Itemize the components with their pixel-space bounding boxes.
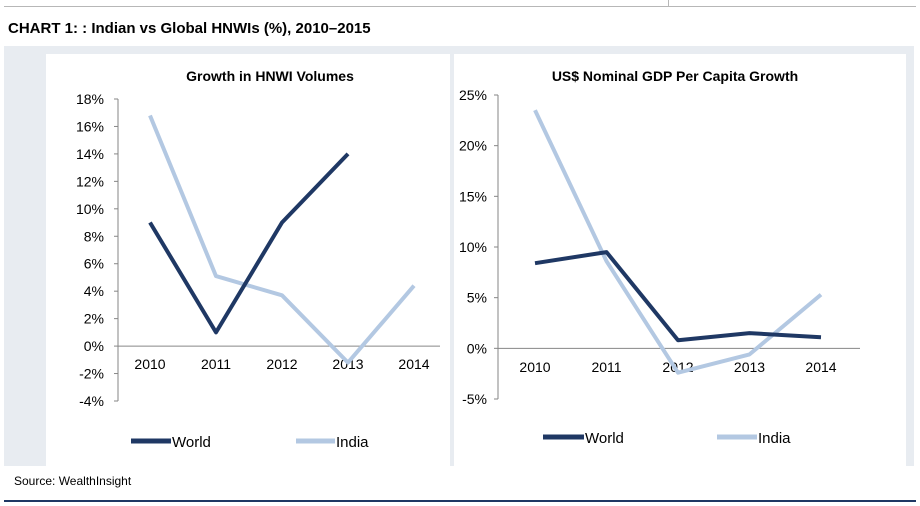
hnwi-x-tick-label: 2010	[134, 356, 165, 372]
hnwi-x-tick-label: 2012	[266, 356, 297, 372]
hnwi-y-tick-label: 0%	[84, 338, 104, 354]
hnwi-legend-india-label: India	[336, 434, 369, 451]
hnwi-y-tick-label: 4%	[84, 283, 104, 299]
bottom-rule	[4, 500, 916, 502]
source-note: Source: WealthInsight	[14, 474, 132, 488]
gdp-x-tick-label: 2011	[591, 359, 621, 375]
hnwi-y-tick-label: 2%	[84, 311, 104, 327]
hnwi-india-series-line	[148, 114, 416, 365]
top-tick	[668, 0, 669, 6]
hnwi-y-tick-label: 6%	[84, 256, 104, 272]
hnwi-world-series-line	[148, 152, 350, 335]
hnwi-volume-chart-card	[46, 54, 450, 466]
page-title: CHART 1: : Indian vs Global HNWIs (%), 2…	[8, 20, 371, 37]
gdp-y-tick-label: 20%	[459, 138, 487, 154]
hnwi-chart-title: Growth in HNWI Volumes	[186, 68, 354, 84]
top-rule	[4, 6, 916, 7]
gdp-x-tick-label: 2014	[805, 359, 836, 375]
hnwi-y-tick-label: 12%	[76, 173, 104, 189]
gdp-y-tick-label: 10%	[459, 239, 487, 255]
hnwi-y-tick-label: -4%	[79, 393, 104, 409]
gdp-x-tick-label: 2010	[519, 359, 550, 375]
hnwi-x-tick-label: 2014	[398, 356, 429, 372]
gdp-y-tick-label: -5%	[462, 391, 487, 407]
hnwi-y-tick-label: 10%	[76, 201, 104, 217]
gdp-y-tick-label: 15%	[459, 188, 487, 204]
hnwi-legend-world-label: World	[172, 434, 211, 451]
hnwi-x-tick-label: 2011	[201, 356, 231, 372]
gdp-y-tick-label: 25%	[459, 87, 487, 103]
gdp-legend-india-label: India	[758, 430, 791, 447]
hnwi-y-tick-label: -2%	[79, 366, 104, 382]
hnwi-y-tick-label: 8%	[84, 228, 104, 244]
gdp-chart-title: US$ Nominal GDP Per Capita Growth	[552, 68, 798, 84]
hnwi-y-tick-label: 16%	[76, 118, 104, 134]
gdp-growth-chart-card	[454, 54, 906, 466]
gdp-x-tick-label: 2013	[734, 359, 765, 375]
gdp-world-series-line	[534, 250, 822, 343]
gdp-y-tick-label: 5%	[467, 290, 487, 306]
hnwi-y-tick-label: 18%	[76, 91, 104, 107]
hnwi-y-tick-label: 14%	[76, 146, 104, 162]
gdp-y-tick-label: 0%	[467, 340, 487, 356]
gdp-legend-world-label: World	[585, 430, 624, 447]
